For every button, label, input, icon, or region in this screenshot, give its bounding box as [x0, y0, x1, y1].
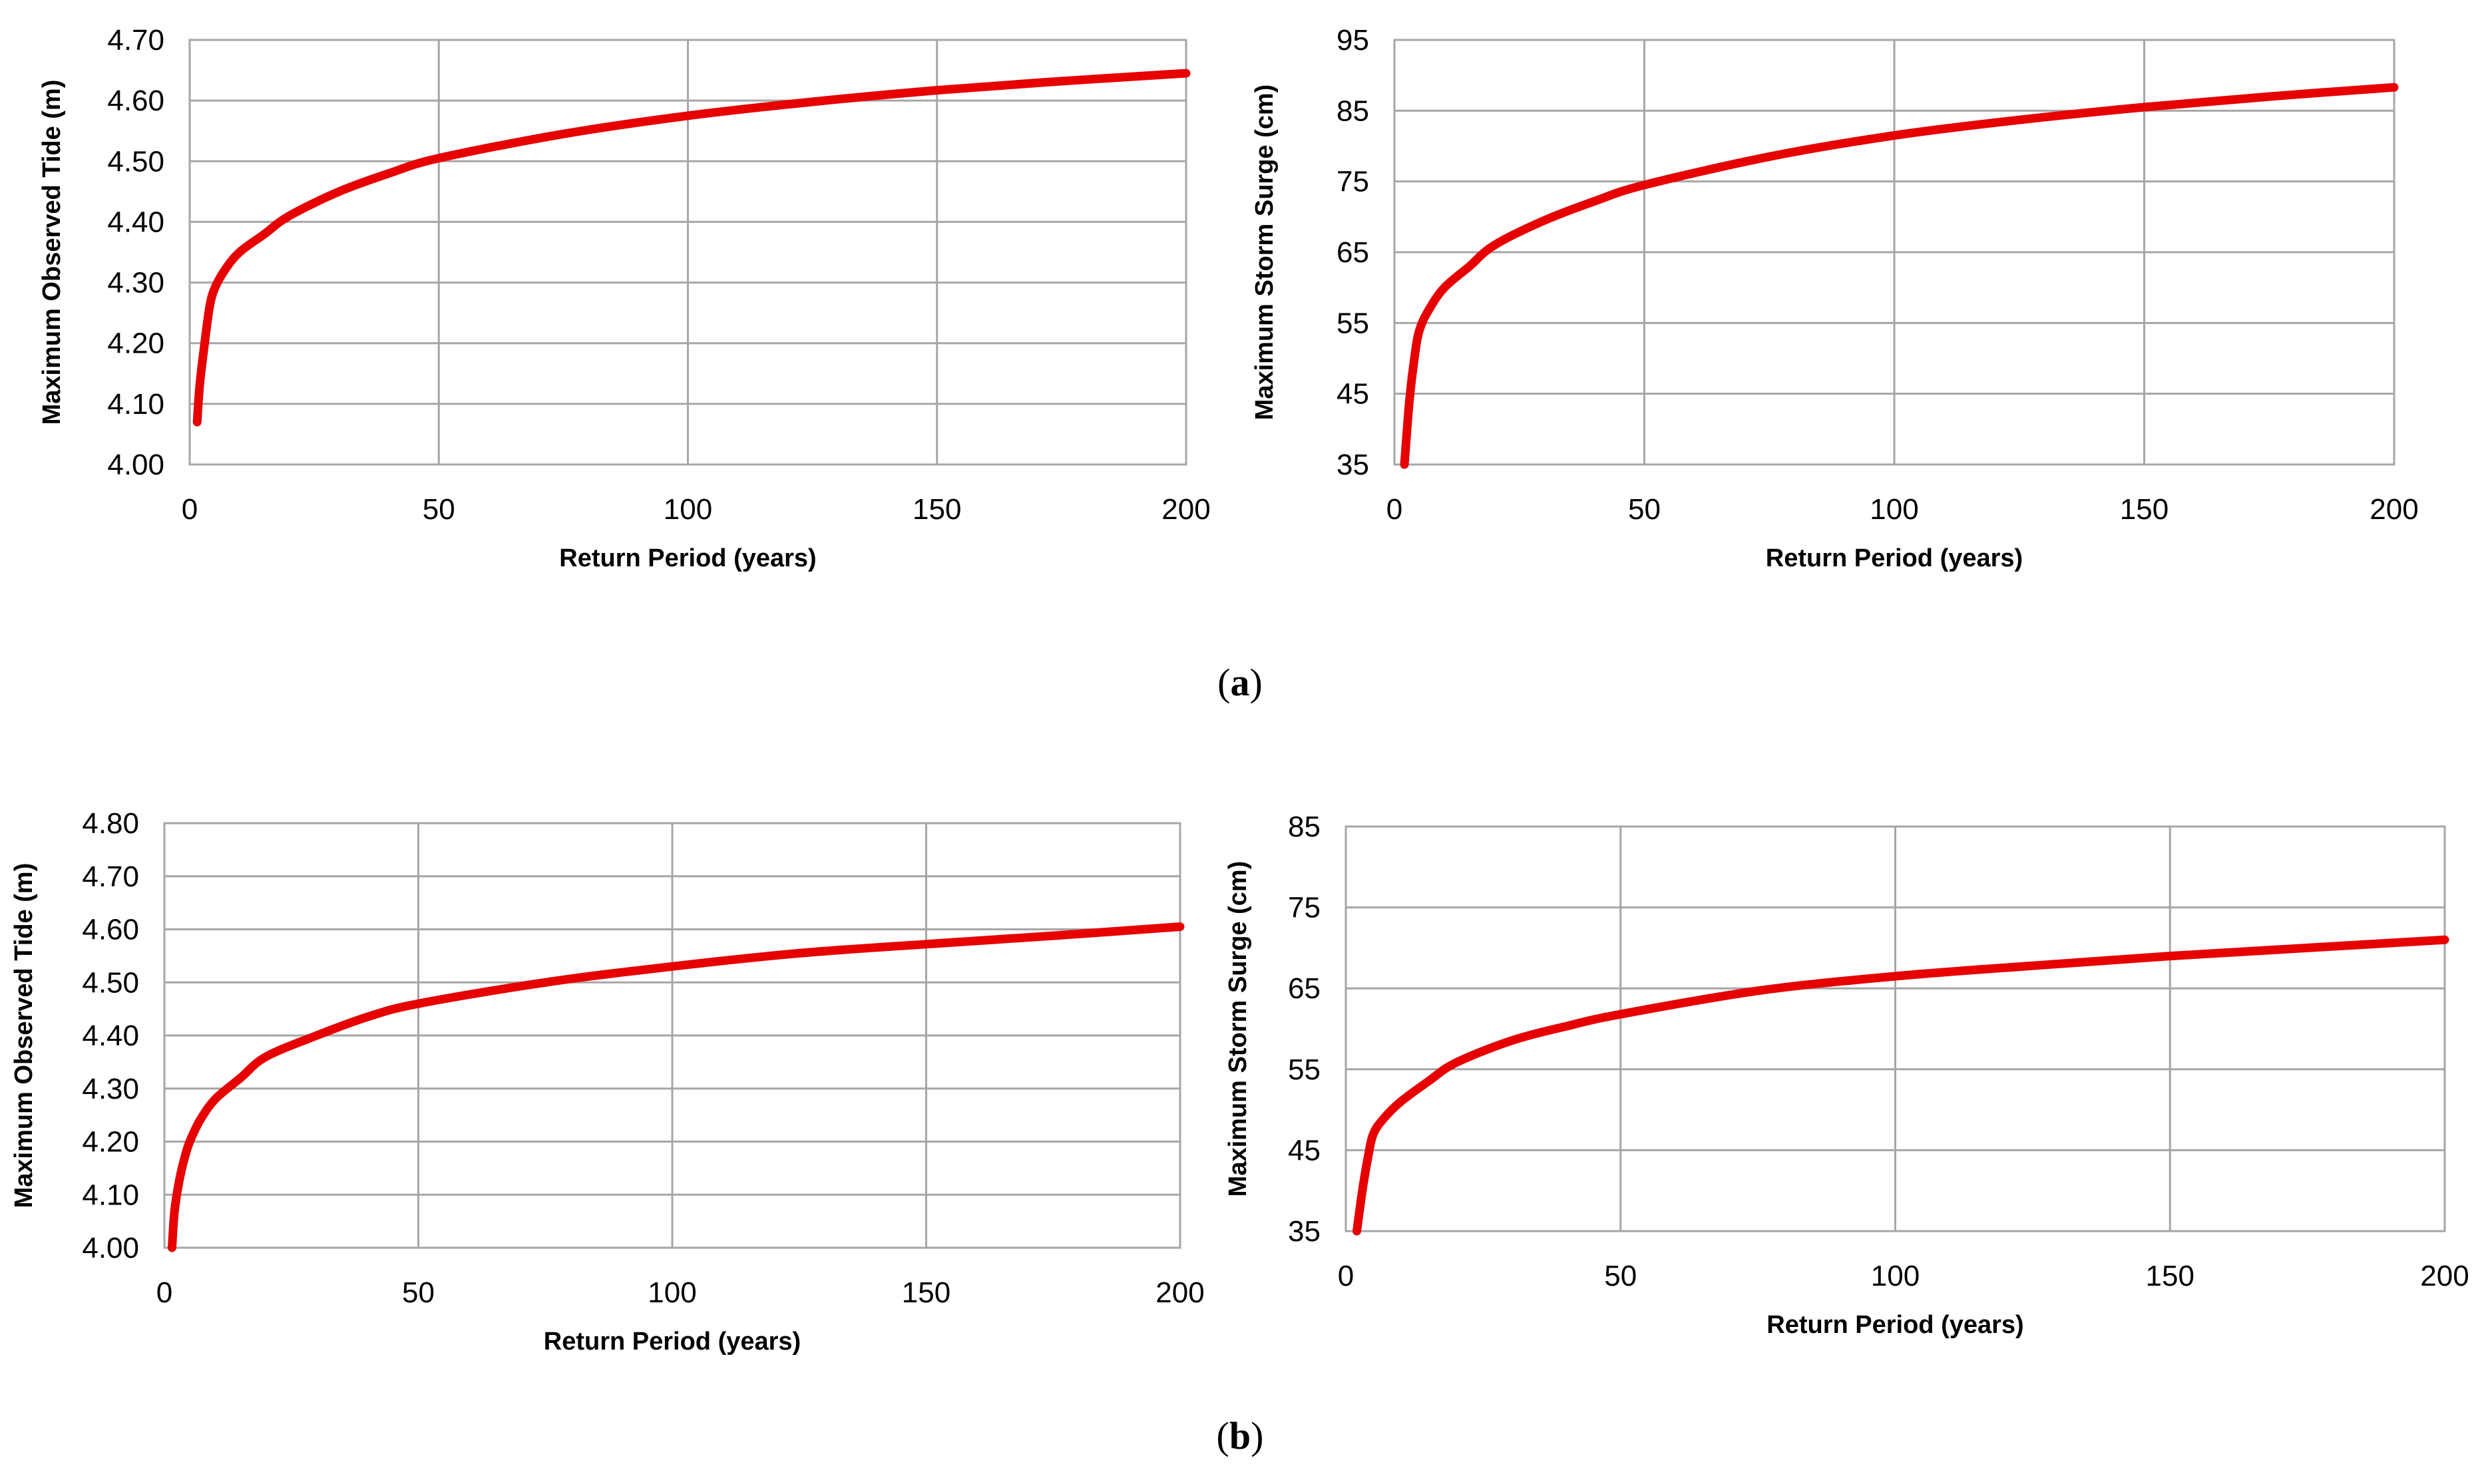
x-tick-label: 150 — [913, 493, 961, 526]
series-line — [1400, 83, 2399, 469]
y-tick-label: 65 — [1288, 972, 1321, 1005]
x-tick-label: 50 — [423, 493, 455, 526]
y-tick-label: 45 — [1288, 1134, 1321, 1167]
x-tick-label: 150 — [2120, 493, 2169, 526]
x-tick-label: 150 — [902, 1276, 950, 1309]
y-tick-label: 4.00 — [82, 1232, 139, 1264]
y-tick-label: 55 — [1337, 307, 1369, 339]
plot-border — [1345, 825, 2446, 1232]
y-tick-label: 35 — [1337, 449, 1369, 481]
x-tick-label: 100 — [1871, 1260, 1920, 1292]
plot-border — [163, 822, 1181, 1249]
y-axis-title: Maximum Observed Tide (m) — [38, 80, 66, 425]
y-axis-title: Maximum Storm Surge (cm) — [1251, 85, 1279, 421]
y-tick-label: 4.50 — [107, 145, 164, 178]
x-tick-label: 100 — [648, 1276, 696, 1309]
x-tick-label: 100 — [1870, 493, 1918, 526]
chart-a-observed-tide: 4.00 4.10 4.20 4.30 4.40 4.50 4.60 4.70 0 50 100 15… — [38, 24, 1211, 572]
y-tick-label: 4.60 — [82, 914, 139, 946]
plot-border — [188, 39, 1187, 466]
y-tick-label: 95 — [1337, 24, 1369, 57]
y-tick-label: 75 — [1288, 892, 1321, 924]
y-tick-label: 4.10 — [82, 1179, 139, 1211]
series-line — [1352, 935, 2449, 1236]
y-axis-title: Maximum Storm Surge (cm) — [1224, 861, 1252, 1197]
x-tick-label: 0 — [1386, 493, 1402, 526]
chart-b-storm-surge: 35 45 55 65 75 85 0 50 100 150 200 Return Period (y… — [1224, 811, 2469, 1339]
x-axis-title: Return Period (years) — [544, 1328, 801, 1356]
x-axis-title: Return Period (years) — [1766, 544, 2023, 572]
x-tick-label: 50 — [402, 1276, 435, 1309]
y-tick-label: 4.70 — [82, 860, 139, 893]
y-tick-label: 45 — [1337, 378, 1369, 411]
y-tick-label: 4.10 — [107, 388, 164, 421]
y-tick-label: 4.20 — [82, 1126, 139, 1159]
chart-a-storm-surge: 35 45 55 65 75 85 95 0 50 100 150 200 Return Period … — [1251, 24, 2419, 572]
x-tick-label: 200 — [2420, 1260, 2469, 1292]
y-tick-label: 4.00 — [107, 449, 164, 481]
y-tick-label: 35 — [1288, 1215, 1321, 1248]
x-tick-label: 200 — [1161, 493, 1210, 526]
x-axis-title: Return Period (years) — [559, 544, 816, 572]
x-tick-label: 50 — [1604, 1260, 1637, 1292]
plot-border — [1393, 39, 2395, 466]
y-tick-label: 85 — [1288, 811, 1321, 843]
y-tick-label: 4.30 — [107, 267, 164, 299]
x-tick-label: 0 — [1338, 1260, 1354, 1292]
y-tick-label: 4.50 — [82, 966, 139, 999]
x-axis-title: Return Period (years) — [1766, 1311, 2023, 1339]
x-tick-label: 0 — [156, 1276, 172, 1309]
x-tick-label: 200 — [1155, 1276, 1204, 1309]
panel-label-a: (a) — [1217, 661, 1263, 704]
y-tick-label: 4.70 — [107, 24, 164, 57]
y-tick-label: 4.40 — [82, 1020, 139, 1052]
chart-b-observed-tide: 4.00 4.10 4.20 4.30 4.40 4.50 4.60 4.70 4.80 0 50 1… — [10, 807, 1205, 1356]
y-tick-label: 65 — [1337, 236, 1369, 269]
y-tick-label: 4.80 — [82, 807, 139, 840]
y-tick-label: 4.30 — [82, 1073, 139, 1105]
x-tick-label: 100 — [664, 493, 712, 526]
series-line — [167, 922, 1185, 1252]
y-tick-label: 4.20 — [107, 327, 164, 360]
y-tick-label: 85 — [1337, 94, 1369, 127]
y-axis-title: Maximum Observed Tide (m) — [10, 863, 38, 1208]
series-line — [192, 69, 1191, 427]
y-tick-label: 4.60 — [107, 85, 164, 117]
y-tick-label: 4.40 — [107, 206, 164, 238]
x-tick-label: 150 — [2146, 1260, 2194, 1292]
x-tick-label: 50 — [1628, 493, 1661, 526]
panel-label-b: (b) — [1217, 1414, 1264, 1457]
x-tick-label: 200 — [2370, 493, 2418, 526]
y-tick-label: 75 — [1337, 166, 1369, 198]
x-tick-label: 0 — [182, 493, 198, 526]
y-tick-label: 55 — [1288, 1053, 1321, 1086]
